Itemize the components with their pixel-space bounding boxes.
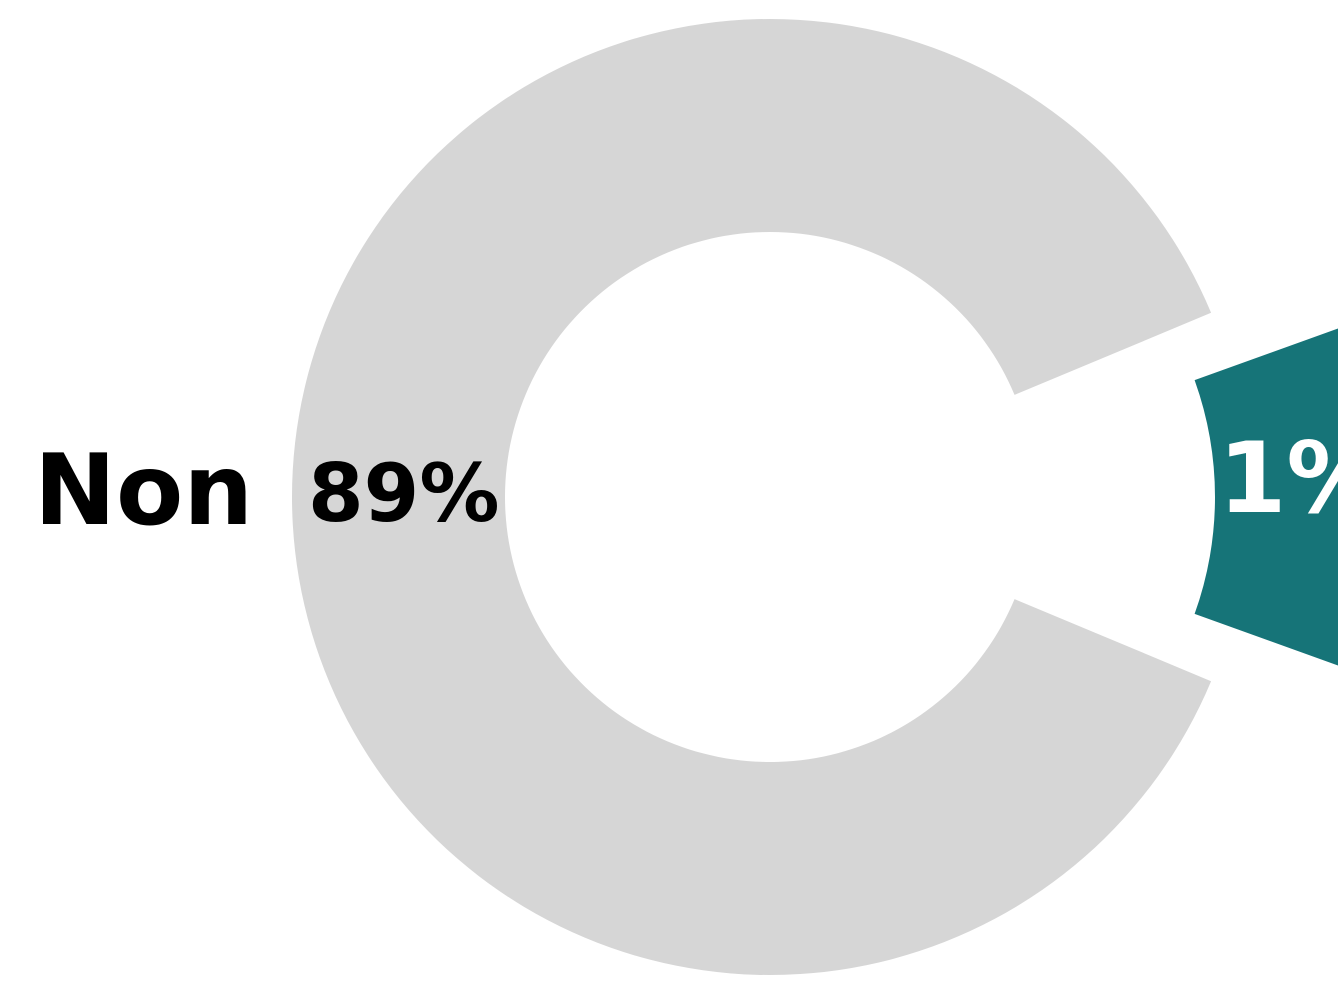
slice-label-non: Non [34,434,253,548]
slice-non [291,19,1212,976]
slice-value-non: 89% [308,447,499,540]
donut-labels: Non 89% 11% [34,422,1338,548]
slice-value-oui: 11% [1150,422,1338,536]
slice-oui [1194,328,1338,666]
donut-slices [291,19,1338,976]
